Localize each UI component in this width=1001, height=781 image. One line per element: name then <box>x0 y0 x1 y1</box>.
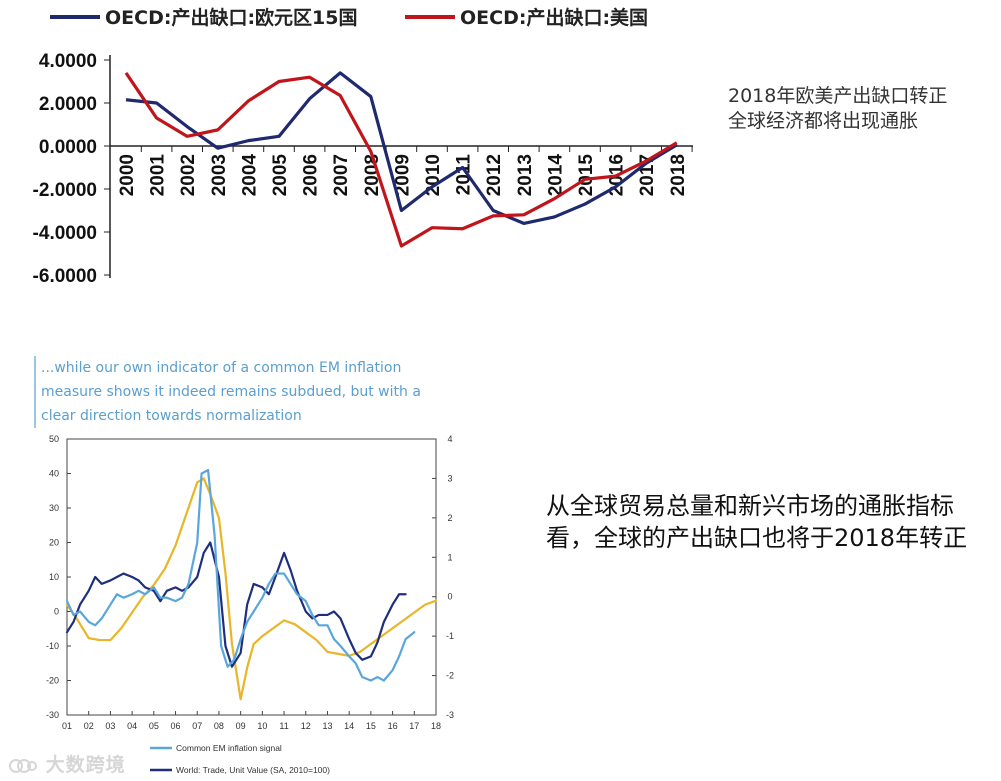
series-line-us <box>124 72 678 248</box>
series-line-eurozone <box>125 71 678 225</box>
x-tick-label: 2008 <box>362 154 383 196</box>
x-tick-label: 12 <box>301 721 311 731</box>
x-tick-label: 07 <box>192 721 202 731</box>
x-tick-label: 2009 <box>392 154 413 196</box>
x-tick-label: 05 <box>149 721 159 731</box>
right-tick-label: -2 <box>446 671 454 681</box>
left-tick-label: -10 <box>46 641 59 651</box>
series-line-em-inflation <box>65 468 416 682</box>
x-tick-label: 02 <box>84 721 94 731</box>
left-tick-label: 50 <box>49 434 59 444</box>
note2-line-2: 看，全球的产出缺口也将于2018年转正 <box>546 524 968 552</box>
x-tick-label: 2012 <box>484 154 505 196</box>
x-tick-label: 2001 <box>148 154 169 197</box>
plot-frame <box>66 438 437 716</box>
x-tick-label: 15 <box>366 721 376 731</box>
right-tick-label: 3 <box>447 473 452 483</box>
x-tick-label: 08 <box>214 721 224 731</box>
x-tick-label: 17 <box>409 721 419 731</box>
watermark-text: 大数跨境 <box>45 754 126 776</box>
x-tick-label: 01 <box>62 721 72 731</box>
left-tick-label: 0 <box>54 607 59 617</box>
annotation-global-trade: 从全球贸易总量和新兴市场的通胀指标 看，全球的产出缺口也将于2018年转正 <box>546 490 967 554</box>
note1-line-2: 全球经济都将出现通胀 <box>728 110 919 132</box>
legend-label: OECD:产出缺口:欧元区15国 <box>105 6 357 29</box>
y-tick-label: 2.0000 <box>39 94 97 115</box>
x-tick-label: 2005 <box>270 154 291 197</box>
x-tick-label: 2018 <box>668 154 689 196</box>
left-tick-label: 20 <box>49 538 59 548</box>
x-tick-label: 2011 <box>454 154 475 196</box>
series-line-world-trade <box>65 541 407 668</box>
chart2-caption: ...while our own indicator of a common E… <box>34 356 421 428</box>
x-tick-label: 09 <box>236 721 246 731</box>
right-tick-label: 2 <box>447 513 452 523</box>
annotation-2018-output-gap: 2018年欧美产出缺口转正 全球经济都将出现通胀 <box>728 84 947 134</box>
x-tick-label: 16 <box>388 721 398 731</box>
y-tick-label: -2.0000 <box>33 180 97 201</box>
watermark: 大数跨境 <box>8 750 126 777</box>
x-tick-label: 2006 <box>301 154 322 196</box>
x-tick-label: 06 <box>171 721 181 731</box>
x-tick-label: 2002 <box>178 154 199 196</box>
x-tick-label: 10 <box>257 721 267 731</box>
caption-line-1: ...while our own indicator of a common E… <box>41 360 402 376</box>
y-tick-label: 0.0000 <box>39 137 97 158</box>
left-tick-label: 30 <box>49 503 59 513</box>
x-tick-label: 2015 <box>576 154 597 197</box>
x-tick-label: 13 <box>322 721 332 731</box>
x-tick-label: 11 <box>279 721 288 731</box>
legend-label: OECD:产出缺口:美国 <box>460 6 648 29</box>
right-tick-label: -1 <box>446 631 454 641</box>
x-tick-label: 2004 <box>239 154 260 197</box>
left-tick-label: 40 <box>49 469 59 479</box>
x-tick-label: 2013 <box>515 154 536 196</box>
x-tick-label: 04 <box>127 721 137 731</box>
note1-line-1: 2018年欧美产出缺口转正 <box>728 85 948 107</box>
y-tick-label: -6.0000 <box>33 266 97 287</box>
right-tick-label: 1 <box>447 552 452 562</box>
x-tick-label: 2014 <box>545 154 566 197</box>
watermark-logo-icon <box>8 756 38 776</box>
x-tick-label: 18 <box>431 721 441 731</box>
legend-label: Common EM inflation signal <box>176 743 282 753</box>
caption-line-3: clear direction towards normalization <box>41 408 302 424</box>
x-tick-label: 2003 <box>209 154 230 196</box>
left-tick-label: -20 <box>46 676 59 686</box>
legend-label: World: Trade, Unit Value (SA, 2010=100) <box>176 765 330 775</box>
right-tick-label: 0 <box>447 592 452 602</box>
right-tick-label: -3 <box>446 710 454 720</box>
x-tick-label: 2010 <box>423 154 444 196</box>
series-line-yellow <box>65 477 438 701</box>
left-tick-label: -30 <box>46 710 59 720</box>
note2-line-1: 从全球贸易总量和新兴市场的通胀指标 <box>546 492 954 520</box>
x-tick-label: 2007 <box>331 154 352 196</box>
x-tick-label: 2000 <box>117 154 138 196</box>
y-tick-label: 4.0000 <box>39 51 97 72</box>
caption-line-2: measure shows it indeed remains subdued,… <box>41 384 421 400</box>
x-tick-label: 03 <box>105 721 115 731</box>
output-gap-chart: 4.0000 2.0000 0.0000 -2.0000 -4.0000 -6.0000 2… <box>33 6 693 287</box>
left-tick-label: 10 <box>49 572 59 582</box>
right-tick-label: 4 <box>447 434 452 444</box>
y-tick-label: -4.0000 <box>33 223 97 244</box>
x-tick-label: 14 <box>344 721 354 731</box>
